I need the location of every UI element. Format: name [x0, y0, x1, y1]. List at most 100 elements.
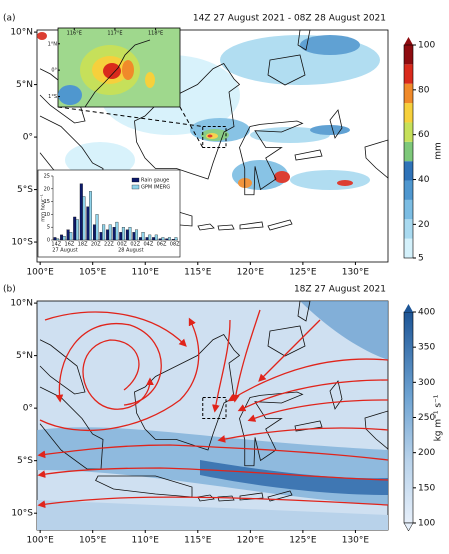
- bar: [69, 232, 73, 241]
- bar: [66, 229, 70, 241]
- bar: [128, 227, 132, 241]
- colorbar-segment: [404, 161, 413, 181]
- bar: [60, 234, 64, 241]
- inset-x-tick-label: 116°E: [67, 31, 82, 37]
- x-tick-label: 02Z: [130, 242, 140, 248]
- bar: [125, 229, 129, 241]
- bar: [161, 237, 165, 241]
- bar: [141, 232, 145, 241]
- y-tick-label: 0°: [23, 404, 33, 414]
- y-tick-label: 10°N: [10, 299, 33, 309]
- colorbar-tick-label: 80: [418, 85, 430, 95]
- inset-y-tick-label: 1°S: [48, 94, 57, 100]
- bar: [82, 196, 86, 241]
- bar: [112, 227, 116, 241]
- y-tick-label: 5°S: [17, 185, 33, 195]
- panel-title: 18Z 27 August 2021: [294, 285, 386, 295]
- colorbar-segment: [404, 83, 413, 104]
- colorbar-segment: [404, 122, 413, 142]
- y-tick-label: 10°S: [11, 238, 33, 248]
- colorbar-cap: [403, 522, 414, 532]
- colorbar-tick-label: 250: [418, 413, 435, 423]
- legend-label: Rain gauge: [141, 178, 169, 184]
- legend-label: GPM IMERG: [141, 185, 170, 191]
- bar: [154, 234, 158, 241]
- bar: [158, 238, 162, 241]
- x-tick-label: 105°E: [79, 536, 107, 546]
- colorbar-tick-label: 300: [418, 378, 435, 388]
- y-tick-label: 0: [47, 238, 50, 244]
- inset-x-tick-label: 117°E: [107, 31, 122, 37]
- legend-swatch: [131, 177, 140, 183]
- bar: [62, 236, 66, 241]
- colorbar-segment: [404, 64, 413, 84]
- bar: [95, 214, 99, 241]
- colorbar-segment: [404, 219, 413, 239]
- colorbar-tick-label: 5: [418, 254, 424, 264]
- colorbar-tick-label: 150: [418, 483, 435, 493]
- bar: [79, 183, 83, 241]
- bar: [99, 232, 103, 241]
- bar: [135, 229, 139, 241]
- y-tick-label: 15: [44, 199, 50, 205]
- y-tick-label: 10: [44, 212, 50, 218]
- bar: [108, 224, 112, 241]
- inset-chart-frame: [37, 169, 181, 258]
- bar: [139, 237, 142, 241]
- x-tick-label: 115°E: [184, 268, 212, 278]
- colorbar-segment: [404, 141, 413, 162]
- x-tick-label: 110°E: [132, 268, 160, 278]
- inset-y-tick-label: 1°N: [48, 41, 58, 47]
- y-axis-label: mm hour⁻¹: [41, 194, 47, 221]
- x-tick-label: 14Z: [51, 242, 61, 248]
- colorbar-tick-label: 350: [418, 343, 435, 353]
- inset-x-tick-label: 118°E: [148, 31, 163, 37]
- bar: [106, 229, 110, 241]
- y-tick-label: 25: [44, 174, 50, 180]
- colorbar-cap: [404, 304, 413, 312]
- bar: [75, 219, 79, 241]
- inset-y-tick-label: 0°: [51, 68, 57, 74]
- colorbar-segment: [404, 103, 413, 123]
- colorbar-tick-label: 20: [418, 220, 430, 230]
- bar: [92, 224, 96, 241]
- bar: [148, 234, 152, 241]
- colorbar-cap: [404, 37, 413, 45]
- x-tick-label: 20Z: [91, 242, 101, 248]
- x-tick-label: 16Z: [65, 242, 75, 248]
- colorbar-segment: [404, 45, 413, 65]
- legend-swatch: [131, 184, 140, 190]
- colorbar-tick-label: 200: [418, 448, 435, 458]
- colorbar-tick-label: 40: [418, 175, 430, 185]
- x-tick-label: 125°E: [289, 536, 317, 546]
- x-tick-label: 130°E: [342, 536, 370, 546]
- y-tick-label: 10°N: [10, 28, 33, 38]
- colorbar-segment: [404, 238, 413, 258]
- x-tick-label: 00Z: [117, 242, 127, 248]
- bar: [86, 206, 90, 241]
- bar: [165, 238, 169, 241]
- colorbar-label: kg m⁻¹ s⁻¹: [434, 394, 444, 441]
- bar: [121, 227, 125, 241]
- x-tick-label: 120°E: [237, 268, 265, 278]
- colorbar-tick-label: 100: [418, 41, 435, 51]
- x-tick-label: 08Z: [170, 242, 180, 248]
- x-tick-label: 04Z: [143, 242, 153, 248]
- colorbar-segment: [404, 199, 413, 220]
- date-label: 28 August: [118, 248, 143, 254]
- bar: [115, 221, 119, 241]
- bar: [53, 237, 57, 241]
- colorbar-segment: [404, 180, 413, 200]
- bar: [89, 191, 92, 241]
- colorbar-tick-label: 100: [418, 519, 435, 529]
- colorbar: [403, 311, 414, 524]
- bar: [152, 237, 156, 241]
- bar: [102, 224, 106, 241]
- colorbar-label: mm: [434, 142, 444, 160]
- y-tick-label: 5°S: [17, 456, 33, 466]
- x-tick-label: 06Z: [157, 242, 167, 248]
- x-tick-label: 110°E: [132, 536, 160, 546]
- bar: [145, 237, 149, 241]
- x-tick-label: 105°E: [79, 268, 107, 278]
